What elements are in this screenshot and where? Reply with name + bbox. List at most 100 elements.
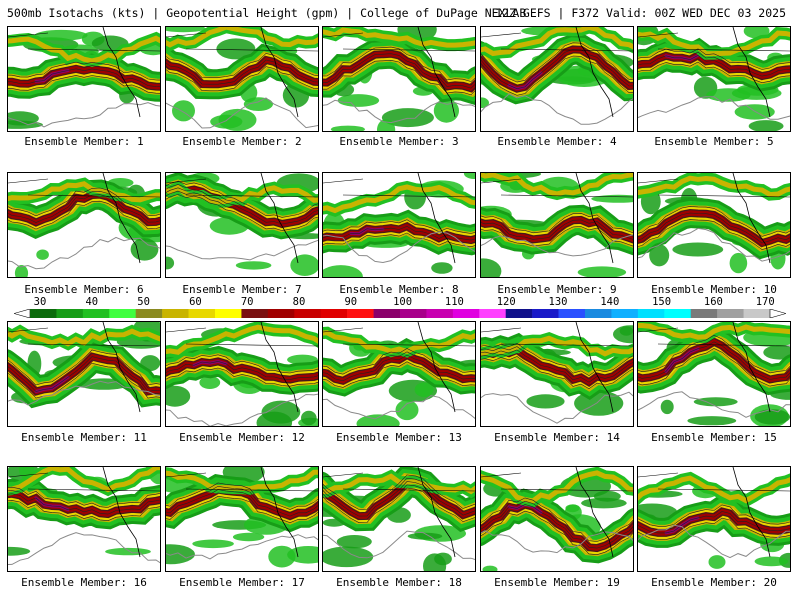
colorbar-swatch: [452, 309, 480, 318]
wind-speed-area: [423, 553, 447, 571]
height-contour: [166, 184, 318, 222]
coastline: [102, 27, 141, 118]
secondary-jet-band: [323, 330, 475, 355]
wind-speed-area: [481, 258, 502, 277]
wind-speed-area: [431, 262, 453, 274]
isotach-map-graphic: [638, 27, 790, 131]
height-contour: [8, 71, 160, 91]
coastline: [417, 467, 456, 558]
wind-speed-area: [481, 97, 489, 108]
reference-contour: [638, 96, 790, 120]
wind-speed-area: [323, 546, 374, 568]
wind-speed-area: [433, 98, 459, 123]
colorbar-low-arrow: [14, 309, 31, 318]
secondary-jet-band: [323, 473, 475, 495]
ensemble-map-panel: [480, 321, 634, 427]
height-contour: [8, 362, 160, 399]
colorbar-swatch: [637, 309, 665, 318]
height-contour: [166, 187, 318, 225]
height-contour: [481, 222, 633, 244]
height-contour: [166, 180, 318, 218]
political-border: [481, 472, 633, 492]
isotach-map-graphic: [166, 27, 318, 131]
ensemble-map-panel: [480, 172, 634, 278]
colorbar-swatch: [82, 309, 110, 318]
colorbar-tick-label: 30: [33, 296, 47, 308]
reference-contour: [166, 239, 318, 261]
ensemble-map-panel: [637, 321, 791, 427]
ensemble-map-panel: [165, 466, 319, 572]
political-border: [8, 178, 160, 198]
height-contour: [638, 334, 790, 374]
political-border: [166, 327, 318, 347]
height-contour: [166, 194, 318, 231]
secondary-jet-band: [8, 328, 160, 347]
isotach-map-graphic: [166, 467, 318, 568]
height-contour: [8, 200, 160, 230]
ensemble-member-label: Ensemble Member: 15: [651, 431, 777, 444]
colorbar-swatch: [162, 309, 189, 318]
isotach-map-graphic: [8, 322, 160, 413]
wind-speed-area: [693, 397, 738, 407]
reference-contour: [323, 231, 475, 264]
height-contour: [166, 482, 318, 510]
height-contour: [481, 226, 633, 247]
wind-speed-area: [36, 249, 49, 260]
wind-speed-area: [8, 546, 31, 556]
height-contour: [8, 349, 160, 386]
political-border: [166, 32, 318, 52]
height-contour: [166, 53, 318, 78]
coastline: [102, 322, 141, 413]
height-contour: [323, 484, 475, 520]
height-contour: [166, 59, 318, 85]
ensemble-member-label: Ensemble Member: 4: [497, 135, 617, 148]
colorbar-swatch: [505, 309, 533, 318]
secondary-jet-band: [638, 175, 790, 198]
political-border: [166, 472, 318, 492]
ensemble-member-label: Ensemble Member: 19: [494, 576, 620, 589]
height-contour: [323, 225, 475, 241]
height-contour: [166, 492, 318, 520]
ensemble-map-panel: [322, 172, 476, 278]
isotach-map-graphic: [166, 322, 318, 426]
colorbar-tick-label: 130: [548, 296, 568, 308]
wind-speed-area: [414, 382, 434, 397]
political-border: [323, 178, 475, 198]
ensemble-member-label: Ensemble Member: 8: [339, 283, 459, 296]
isotach-map-graphic: [323, 467, 475, 571]
colorbar-tick-label: 50: [137, 296, 150, 308]
height-contour: [323, 477, 475, 514]
colorbar-tick-label: 40: [85, 296, 99, 308]
colorbar-swatch: [717, 309, 744, 318]
ensemble-member-label: Ensemble Member: 10: [651, 283, 777, 296]
reference-contour: [8, 236, 160, 270]
height-contour: [481, 55, 633, 96]
political-border: [166, 178, 318, 198]
height-contour: [166, 364, 318, 384]
height-contour: [638, 504, 790, 527]
height-contour: [638, 341, 790, 380]
wind-speed-area: [526, 394, 565, 409]
ensemble-member-label: Ensemble Member: 9: [497, 283, 617, 296]
wind-speed-area: [463, 173, 475, 179]
secondary-jet-band: [481, 173, 633, 197]
wind-speed-area: [166, 27, 206, 33]
height-contour: [638, 514, 790, 537]
height-contour: [638, 517, 790, 540]
coastline: [575, 173, 614, 264]
colorbar-swatch: [532, 309, 559, 318]
height-contour: [323, 358, 475, 385]
reference-contour: [323, 530, 475, 561]
ensemble-member-label: Ensemble Member: 11: [21, 431, 147, 444]
height-contour: [8, 75, 160, 94]
colorbar-swatch: [30, 309, 57, 318]
height-contour: [323, 222, 475, 238]
height-contour: [638, 55, 790, 77]
wind-speed-area: [672, 242, 724, 257]
height-contour: [638, 219, 790, 250]
height-contour: [481, 52, 633, 93]
height-contour: [481, 510, 633, 556]
height-contour: [8, 197, 160, 227]
height-contour: [323, 348, 475, 375]
wind-speed-area: [336, 535, 372, 549]
